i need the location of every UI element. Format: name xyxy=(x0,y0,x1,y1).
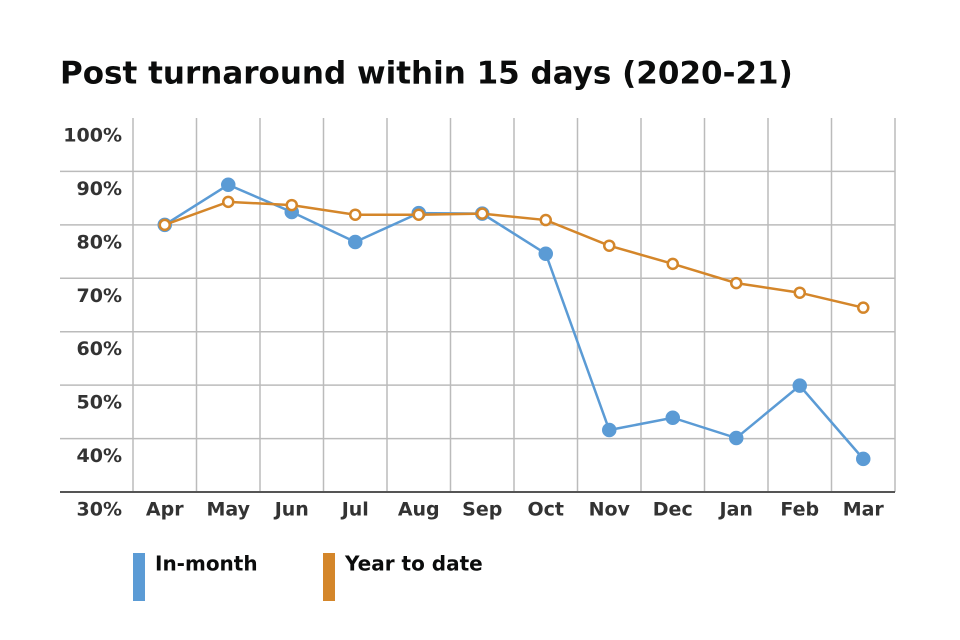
data-point xyxy=(412,208,425,221)
data-point xyxy=(666,257,679,271)
x-tick-label: Oct xyxy=(528,499,565,521)
x-tick-label: May xyxy=(206,499,250,521)
legend-swatch xyxy=(133,553,145,601)
data-point xyxy=(729,430,744,446)
data-point xyxy=(793,286,806,299)
data-point xyxy=(665,410,680,425)
x-tick-label: Dec xyxy=(653,499,693,521)
data-point xyxy=(792,378,807,393)
y-tick-label: 90% xyxy=(77,178,122,200)
x-tick-label: Jun xyxy=(273,499,309,521)
data-point xyxy=(349,208,362,221)
y-tick-label: 100% xyxy=(63,125,122,147)
x-tick-label: Aug xyxy=(398,499,440,521)
x-tick-label: Feb xyxy=(780,499,819,521)
y-tick-label: 60% xyxy=(77,338,122,360)
y-tick-label: 50% xyxy=(77,392,122,414)
x-tick-label: Jul xyxy=(340,499,369,521)
data-point xyxy=(856,451,871,467)
series-line xyxy=(164,200,864,309)
y-tick-label: 40% xyxy=(77,445,122,467)
chart-title: Post turnaround within 15 days (2020-21) xyxy=(60,56,793,92)
data-point xyxy=(476,207,489,220)
data-point xyxy=(538,246,553,261)
x-tick-label: Sep xyxy=(462,499,502,521)
x-tick-label: Jan xyxy=(718,499,753,521)
x-tick-label: Nov xyxy=(589,499,631,521)
data-point xyxy=(221,177,236,193)
data-point xyxy=(857,301,870,314)
data-point xyxy=(158,218,171,232)
x-tick-label: Apr xyxy=(146,499,184,521)
data-point xyxy=(348,234,363,250)
data-point xyxy=(285,198,298,212)
data-point xyxy=(602,422,617,438)
data-point xyxy=(730,276,743,290)
legend-swatch xyxy=(323,553,335,601)
y-tick-label: 30% xyxy=(77,499,122,521)
y-tick-label: 80% xyxy=(77,231,122,253)
data-point xyxy=(539,213,552,227)
legend-label: In-month xyxy=(155,552,258,576)
data-point xyxy=(222,195,235,209)
x-tick-label: Mar xyxy=(843,499,885,521)
series-line xyxy=(164,183,865,460)
data-point xyxy=(603,239,616,252)
y-tick-label: 70% xyxy=(77,285,122,307)
legend-label: Year to date xyxy=(344,552,483,576)
